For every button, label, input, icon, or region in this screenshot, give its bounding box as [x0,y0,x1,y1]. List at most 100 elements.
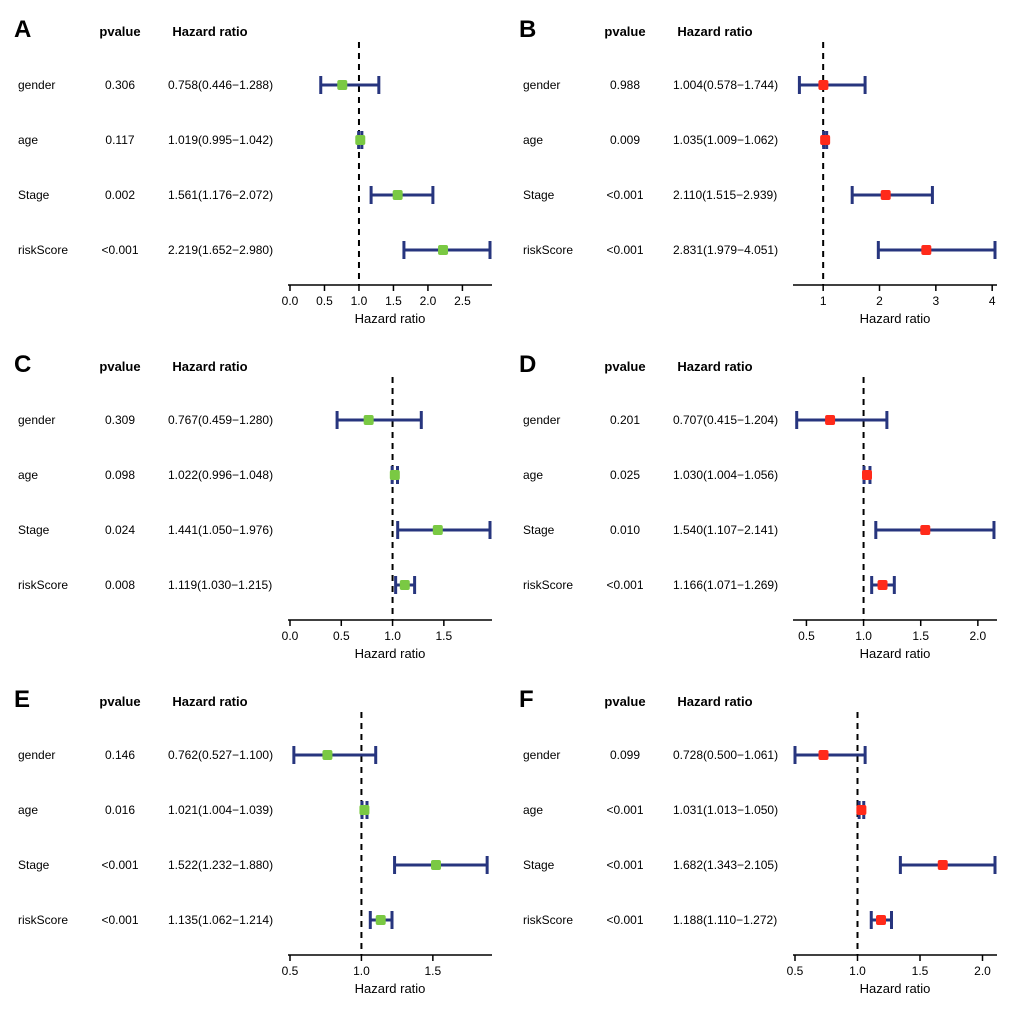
x-tick-label: 1.5 [385,294,402,308]
point-marker [393,190,403,200]
row-pvalue: <0.001 [606,188,643,202]
x-axis-label: Hazard ratio [355,311,426,326]
point-marker [376,915,386,925]
row-pvalue: 0.099 [610,748,640,762]
x-tick-label: 2.0 [970,629,987,643]
point-marker [355,135,365,145]
point-marker [820,135,830,145]
row-pvalue: 0.098 [105,468,135,482]
x-axis-label: Hazard ratio [860,981,931,996]
row-label: Stage [18,523,50,537]
row-pvalue: 0.025 [610,468,640,482]
row-hr-text: 0.728(0.500−1.061) [673,748,778,762]
header-pvalue: pvalue [99,24,140,39]
row-pvalue: 0.201 [610,413,640,427]
row-hr-text: 1.166(1.071−1.269) [673,578,778,592]
row-pvalue: <0.001 [606,578,643,592]
row-pvalue: 0.024 [105,523,135,537]
row-label: gender [523,748,560,762]
row-hr-text: 1.021(1.004−1.039) [168,803,273,817]
row-hr-text: 1.561(1.176−2.072) [168,188,273,202]
x-tick-label: 2 [876,294,883,308]
row-label: gender [523,78,560,92]
row-label: Stage [523,858,555,872]
panel-letter: E [14,686,30,714]
header-hazard: Hazard ratio [172,359,247,374]
row-hr-text: 1.441(1.050−1.976) [168,523,273,537]
row-pvalue: 0.008 [105,578,135,592]
header-hazard: Hazard ratio [677,694,752,709]
row-label: riskScore [523,243,573,257]
row-hr-text: 1.135(1.062−1.214) [168,913,273,927]
header-hazard: Hazard ratio [172,694,247,709]
panel-C: CpvalueHazard ratiogender0.3090.767(0.45… [10,345,505,675]
row-pvalue: 0.309 [105,413,135,427]
x-tick-label: 1.5 [436,629,453,643]
panel-A: Apvalue Hazard ratio gender 0.306 0.758(0.44… [10,10,505,340]
row-label: riskScore [523,913,573,927]
header-pvalue: pvalue [604,359,645,374]
row-label: riskScore [18,243,68,257]
row-pvalue: <0.001 [101,913,138,927]
panel-letter: B [519,16,536,44]
row-label: Stage [523,188,555,202]
x-axis-label: Hazard ratio [860,646,931,661]
row-label: age [523,468,543,482]
row-hr-text: 1.022(0.996−1.048) [168,468,273,482]
row-pvalue: 0.009 [610,133,640,147]
row-label: Stage [523,523,555,537]
row-pvalue: 0.016 [105,803,135,817]
x-tick-label: 1.5 [425,964,442,978]
row-label: age [523,133,543,147]
x-tick-label: 0.5 [787,964,804,978]
point-marker [856,805,866,815]
row-hr-text: 1.540(1.107−2.141) [673,523,778,537]
x-tick-label: 1.5 [912,629,929,643]
panel-D: DpvalueHazard ratiogender0.2010.707(0.41… [515,345,1010,675]
point-marker [862,470,872,480]
header-pvalue: pvalue [99,694,140,709]
row-hr-text: 2.219(1.652−2.980) [168,243,273,257]
x-axis-label: Hazard ratio [355,981,426,996]
x-tick-label: 1.5 [912,964,929,978]
row-label: riskScore [18,578,68,592]
row-hr-text: 0.767(0.459−1.280) [168,413,273,427]
row-label: gender [523,413,560,427]
point-marker [400,580,410,590]
x-tick-label: 1.0 [351,294,368,308]
row-label: Stage [18,188,50,202]
point-marker [819,750,829,760]
panel-letter: C [14,351,31,379]
point-marker [337,80,347,90]
x-axis-label: Hazard ratio [860,311,931,326]
point-marker [920,525,930,535]
point-marker [359,805,369,815]
row-pvalue: <0.001 [101,243,138,257]
row-label: gender [18,78,55,92]
forest-plot-grid: Apvalue Hazard ratio gender 0.306 0.758(0.44… [10,10,1010,1010]
row-hr-text: 1.682(1.343−2.105) [673,858,778,872]
row-hr-text: 1.031(1.013−1.050) [673,803,778,817]
row-hr-text: 0.758(0.446−1.288) [168,78,273,92]
row-label: gender [18,748,55,762]
row-pvalue: 0.002 [105,188,135,202]
row-pvalue: <0.001 [606,858,643,872]
x-tick-label: 0.0 [282,294,299,308]
row-hr-text: 1.188(1.110−1.272) [673,913,777,927]
row-hr-text: 1.119(1.030−1.215) [168,578,272,592]
panel-letter: A [14,16,31,44]
point-marker [921,245,931,255]
row-pvalue: 0.117 [105,133,134,147]
row-label: riskScore [523,578,573,592]
row-label: gender [18,413,55,427]
header-pvalue: pvalue [604,24,645,39]
x-tick-label: 1.0 [849,964,866,978]
point-marker [438,245,448,255]
x-tick-label: 0.5 [798,629,815,643]
row-pvalue: <0.001 [101,858,138,872]
row-hr-text: 2.110(1.515−2.939) [673,188,777,202]
forest-plot: pvalueHazard ratiogender0.2010.707(0.415… [515,345,1010,670]
row-pvalue: 0.306 [105,78,135,92]
panel-letter: F [519,686,534,714]
row-label: age [18,803,38,817]
